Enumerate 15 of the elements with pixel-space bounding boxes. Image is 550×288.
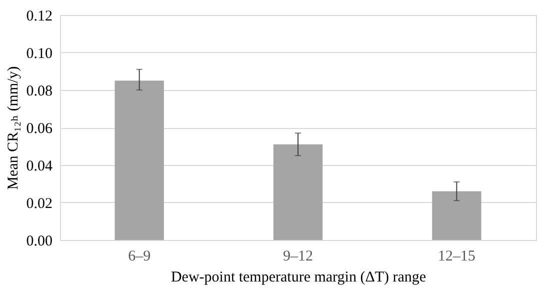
y-tick-label: 0.08 bbox=[26, 84, 52, 100]
y-tick-label: 0.02 bbox=[26, 196, 52, 212]
y-tick-label: 0.12 bbox=[26, 8, 52, 24]
x-axis-title: Dew-point temperature margin (ΔT) range bbox=[170, 270, 426, 286]
y-tick-label: 0.06 bbox=[26, 121, 53, 137]
bar bbox=[273, 144, 323, 240]
y-tick-label: 0.00 bbox=[26, 234, 52, 250]
x-tick-label: 12–15 bbox=[438, 248, 476, 264]
x-tick-label: 9–12 bbox=[283, 248, 313, 264]
bar bbox=[114, 80, 164, 240]
x-tick-label: 6–9 bbox=[128, 248, 151, 264]
bar bbox=[432, 191, 482, 240]
y-axis-title: Mean CR₁₂ₕ (mm/y) bbox=[5, 66, 22, 190]
y-tick-label: 0.10 bbox=[26, 46, 52, 62]
y-tick-label: 0.04 bbox=[26, 158, 53, 174]
